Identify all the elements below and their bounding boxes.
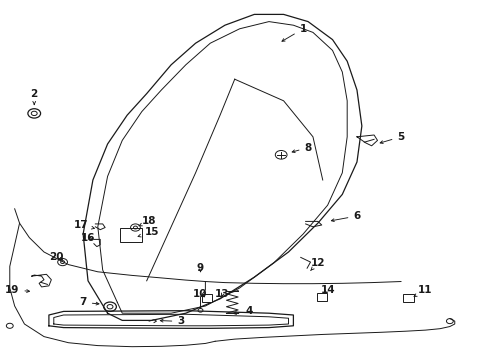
Text: 7: 7: [79, 297, 99, 307]
Text: 8: 8: [291, 143, 311, 153]
Text: 11: 11: [413, 285, 432, 297]
Text: 19: 19: [5, 285, 29, 295]
Text: 20: 20: [49, 252, 63, 262]
Text: 16: 16: [81, 233, 95, 243]
Text: 10: 10: [193, 289, 207, 299]
Text: 14: 14: [320, 285, 334, 295]
Text: 4: 4: [233, 306, 253, 316]
Text: 2: 2: [31, 89, 38, 104]
Bar: [316, 293, 326, 301]
Text: 3: 3: [160, 316, 184, 327]
Text: 5: 5: [379, 132, 404, 144]
Text: 12: 12: [310, 258, 325, 271]
Text: 13: 13: [215, 289, 229, 299]
Text: 6: 6: [331, 211, 360, 221]
Text: 17: 17: [73, 220, 94, 230]
Bar: [120, 228, 142, 242]
Text: 1: 1: [282, 24, 306, 41]
Text: 9: 9: [197, 263, 203, 273]
Text: 15: 15: [138, 227, 159, 237]
Bar: [202, 294, 211, 302]
Bar: [403, 294, 413, 302]
Text: 18: 18: [139, 216, 156, 226]
